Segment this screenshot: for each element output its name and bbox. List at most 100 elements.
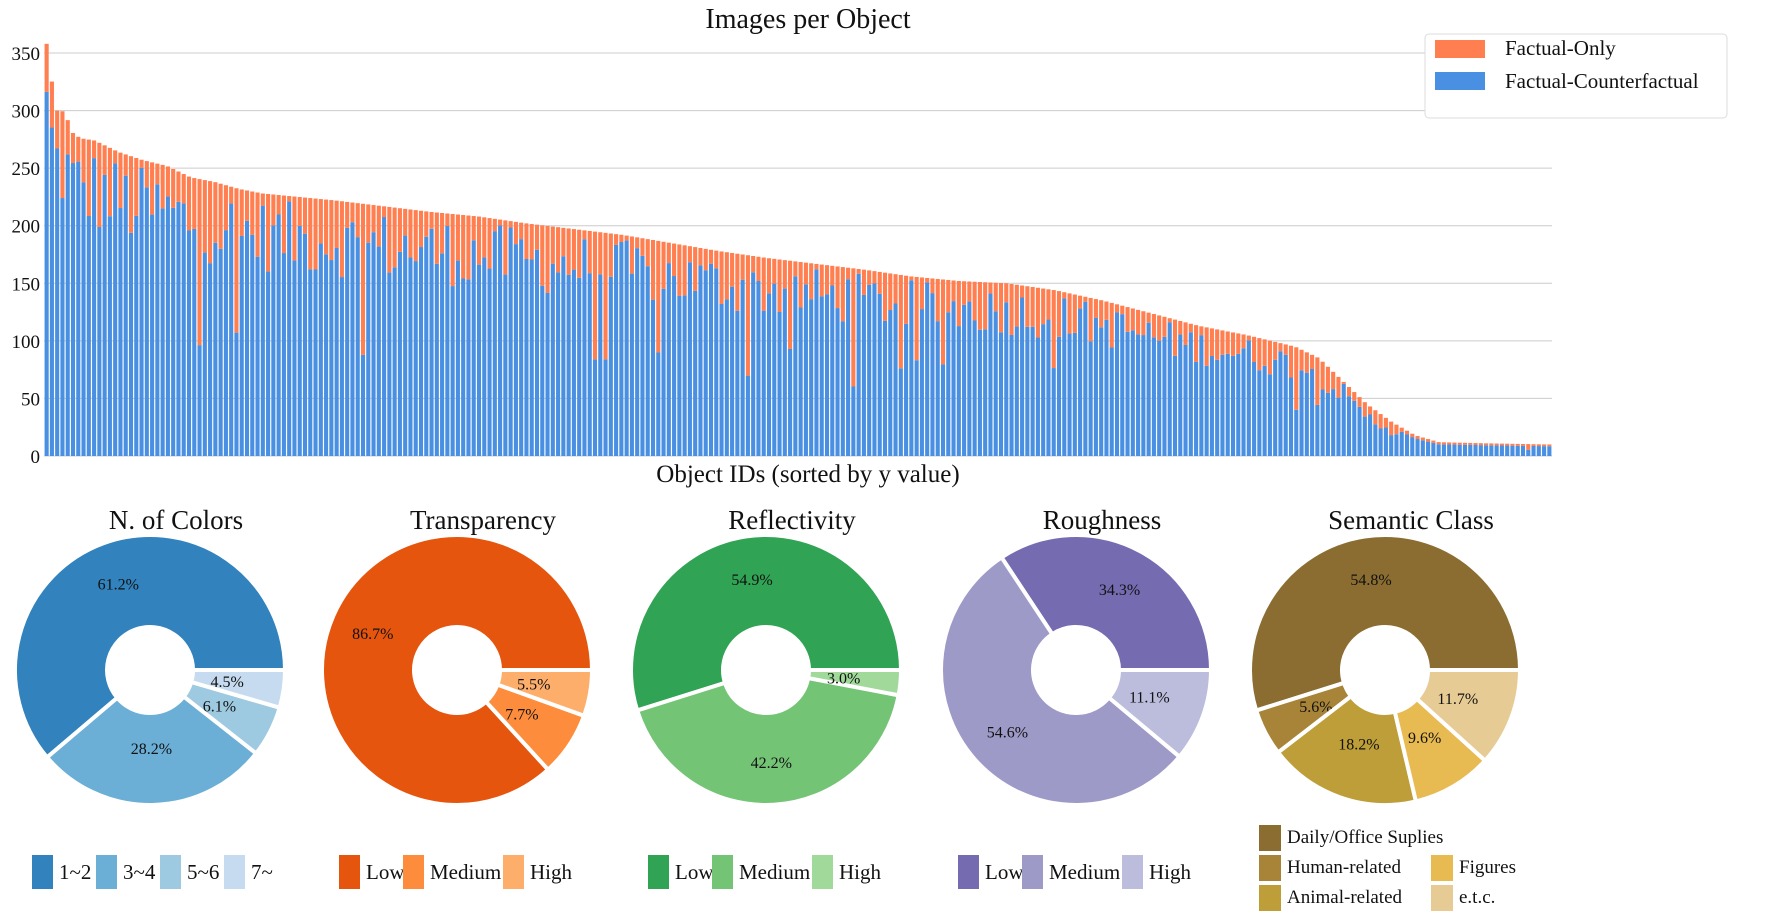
bar-factual-only [255, 192, 260, 257]
bar-factual-only [376, 205, 381, 247]
bar-factual-only [1373, 410, 1378, 425]
legend-label: 5~6 [187, 859, 220, 884]
bar-factual-counterfactual [297, 225, 302, 456]
bar-factual-counterfactual [1462, 444, 1468, 456]
pie-pct-label: 3.0% [827, 670, 860, 687]
legend-label: Factual-Only [1505, 36, 1616, 60]
bar-factual-only [1020, 285, 1025, 298]
bar-factual-only [587, 230, 592, 274]
legend-swatch [160, 855, 181, 889]
legend-label: 1~2 [59, 859, 92, 884]
bar-factual-counterfactual [1046, 319, 1051, 456]
bar-factual-counterfactual [672, 276, 677, 456]
bar-factual-only [455, 214, 460, 261]
bar-factual-only [171, 168, 176, 208]
bar-factual-counterfactual [139, 167, 144, 456]
bar-factual-counterfactual [1215, 359, 1220, 456]
bar-factual-counterfactual [972, 320, 977, 456]
pie-chart-transparency: 86.7% 7.7% 5.5% [320, 535, 595, 807]
bar-factual-counterfactual [1346, 396, 1352, 456]
bar-factual-counterfactual [234, 332, 239, 456]
legend-label: Factual-Counterfactual [1505, 69, 1699, 93]
legend-item: Medium [1022, 855, 1120, 889]
bar-factual-counterfactual [292, 260, 297, 456]
bar-factual-counterfactual [608, 276, 613, 456]
pie-pct-label: 9.6% [1408, 730, 1441, 747]
bar-factual-only [1499, 443, 1504, 446]
bar-factual-only [561, 227, 566, 257]
bar-factual-only [271, 194, 276, 226]
bar-factual-counterfactual [940, 364, 946, 456]
bar-factual-counterfactual [914, 360, 919, 456]
bar-factual-only [1093, 299, 1098, 318]
bar-factual-only [366, 204, 371, 243]
bar-factual-counterfactual [603, 359, 608, 456]
pie-panel-roughness: Roughness 34.3% 54.6% 11.1% Low Medium High [926, 495, 1278, 924]
bar-factual-only [1436, 442, 1441, 445]
bar-factual-counterfactual [730, 286, 735, 456]
bar-factual-only [287, 196, 292, 202]
bar-factual-only [440, 213, 445, 254]
bar-factual-counterfactual [1194, 361, 1199, 456]
bar-factual-only [513, 221, 518, 245]
bar-factual-only [60, 111, 65, 199]
bar-factual-only [1368, 406, 1373, 415]
bar-factual-only [498, 219, 503, 226]
bar-factual-only [345, 201, 350, 228]
bar-factual-counterfactual [1325, 392, 1330, 456]
bar-factual-counterfactual [1352, 400, 1357, 456]
legend-item: Human-related [1259, 855, 1401, 881]
bar-factual-only [1478, 443, 1483, 446]
bar-factual-counterfactual [70, 163, 76, 456]
bar-factual-only [1252, 336, 1257, 362]
bar-factual-only [656, 240, 661, 353]
bar-factual-counterfactual [1520, 445, 1526, 456]
bar-factual-only [925, 277, 930, 283]
bar-factual-counterfactual [1172, 355, 1178, 456]
bar-factual-counterfactual [44, 91, 49, 456]
legend-item: 5~6 [160, 855, 219, 889]
bar-factual-only [893, 274, 898, 304]
bar-factual-only [519, 222, 524, 240]
bar-factual-counterfactual [1062, 298, 1067, 456]
bar-factual-only [392, 207, 397, 268]
bar-factual-only [302, 197, 308, 234]
pie-pct-label: 54.8% [1350, 572, 1391, 589]
bar-factual-counterfactual [492, 231, 497, 456]
legend-label: e.t.c. [1459, 887, 1496, 908]
bar-factual-only [202, 180, 207, 253]
bar-factual-counterfactual [1141, 335, 1146, 456]
bar-factual-only [582, 230, 587, 240]
bar-factual-counterfactual [403, 235, 408, 456]
bar-factual-counterfactual [339, 277, 344, 456]
bar-factual-only [150, 162, 155, 215]
legend-item: Low [339, 855, 405, 889]
bar-factual-only [292, 196, 297, 261]
legend-item: e.t.c. [1431, 885, 1495, 911]
bar-factual-only [993, 282, 998, 312]
bar-factual-counterfactual [1083, 301, 1088, 456]
bar-factual-only [360, 203, 366, 355]
bar-factual-only [962, 281, 967, 305]
pie-slice [494, 668, 595, 719]
bar-factual-only [1310, 354, 1315, 370]
bar-factual-only [703, 248, 708, 271]
bar-factual-counterfactual [1505, 445, 1510, 456]
bar-factual-only [197, 179, 202, 346]
pie-slice [320, 535, 595, 807]
bar-factual-counterfactual [619, 242, 624, 456]
bar-factual-counterfactual [1426, 441, 1431, 456]
pie-panel-colors: N. of Colors 61.2% 28.2% 6.1% 4.5% 1~2 3~4 5~… [0, 495, 352, 924]
bar-factual-only [260, 193, 265, 206]
pie-pct-label: 61.2% [98, 577, 139, 594]
bar-factual-only [608, 233, 613, 277]
bar-factual-only [450, 214, 455, 287]
bar-factual-counterfactual [777, 311, 782, 456]
bar-factual-counterfactual [498, 225, 503, 456]
pie-slice [805, 668, 904, 698]
bar-factual-counterfactual [814, 269, 819, 456]
bar-factual-counterfactual [893, 303, 898, 456]
bar-factual-counterfactual [840, 321, 845, 456]
bar-factual-counterfactual [587, 273, 592, 456]
bar-factual-counterfactual [387, 272, 392, 456]
